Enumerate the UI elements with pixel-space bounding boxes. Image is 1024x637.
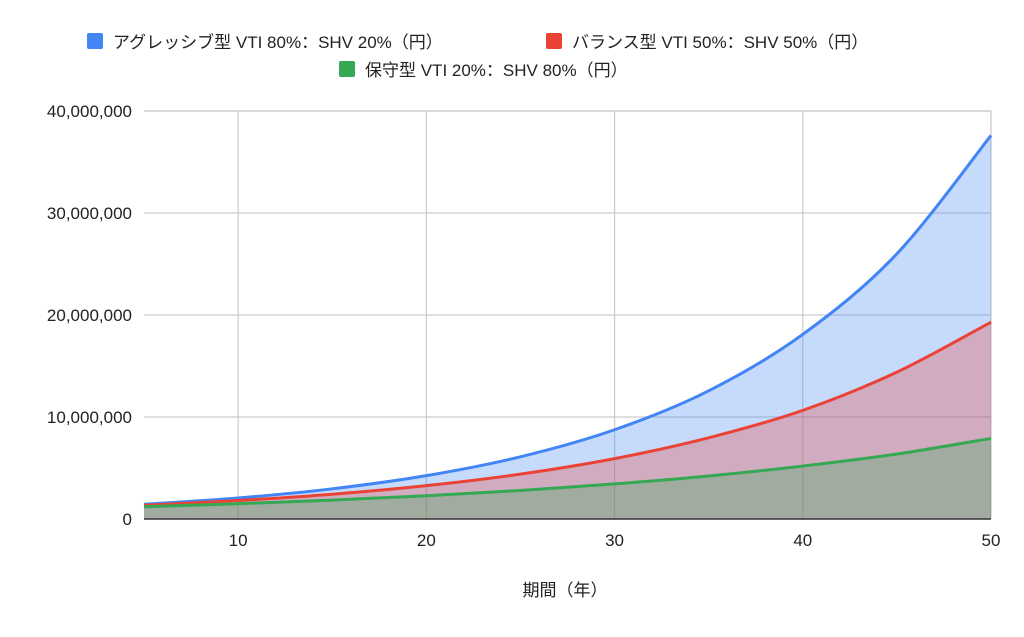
- axes: 0 10,000,000 20,000,000 30,000,000 40,000,00…: [47, 102, 1001, 550]
- y-tick-label: 20,000,000: [47, 306, 132, 325]
- gridlines: [144, 110, 992, 519]
- x-tick-label: 40: [793, 531, 812, 550]
- line-conservative: [143, 436, 992, 509]
- legend-label-aggressive: アグレッシブ型 VTI 80%：SHV 20%（円）: [113, 32, 443, 52]
- x-tick-label: 50: [982, 531, 1001, 550]
- legend-label-balanced: バランス型 VTI 50%：SHV 50%（円）: [572, 33, 868, 52]
- legend: アグレッシブ型 VTI 80%：SHV 20%（円） バランス型 VTI 50%…: [87, 32, 868, 80]
- y-tick-label: 0: [123, 510, 132, 529]
- legend-item-balanced[interactable]: バランス型 VTI 50%：SHV 50%（円）: [546, 33, 868, 52]
- line-balanced: [143, 320, 992, 507]
- legend-item-conservative[interactable]: 保守型 VTI 20%：SHV 80%（円）: [339, 61, 628, 80]
- legend-item-aggressive[interactable]: アグレッシブ型 VTI 80%：SHV 20%（円）: [87, 32, 443, 52]
- legend-swatch-conservative: [339, 61, 355, 77]
- line-aggressive: [143, 134, 993, 506]
- series-areas: [144, 135, 991, 520]
- area-aggressive: [144, 135, 991, 520]
- legend-swatch-balanced: [546, 33, 562, 49]
- legend-label-conservative: 保守型 VTI 20%：SHV 80%（円）: [365, 61, 628, 80]
- y-tick-label: 40,000,000: [47, 102, 132, 121]
- x-axis-title: 期間（年）: [523, 581, 608, 600]
- x-tick-label: 20: [417, 531, 436, 550]
- y-tick-label: 30,000,000: [47, 204, 132, 223]
- legend-swatch-aggressive: [87, 33, 103, 49]
- x-tick-label: 30: [605, 531, 624, 550]
- x-tick-label: 10: [229, 531, 248, 550]
- area-conservative: [144, 438, 991, 519]
- series-lines: [143, 134, 993, 509]
- y-tick-label: 10,000,000: [47, 408, 132, 427]
